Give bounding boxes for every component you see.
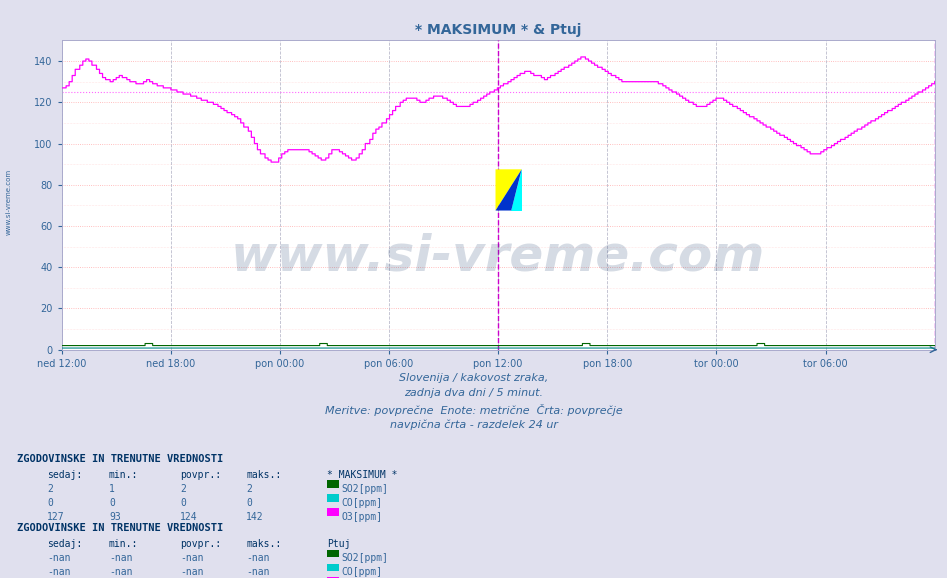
Text: -nan: -nan xyxy=(246,567,270,577)
Text: -nan: -nan xyxy=(180,567,204,577)
Text: -nan: -nan xyxy=(47,553,71,563)
Text: CO[ppm]: CO[ppm] xyxy=(342,567,383,577)
Text: min.:: min.: xyxy=(109,470,138,480)
Text: Ptuj: Ptuj xyxy=(327,539,350,549)
Text: * MAKSIMUM *: * MAKSIMUM * xyxy=(327,470,397,480)
Text: CO[ppm]: CO[ppm] xyxy=(342,498,383,507)
Text: 93: 93 xyxy=(109,512,120,521)
Text: -nan: -nan xyxy=(47,567,71,577)
Text: www.si-vreme.com: www.si-vreme.com xyxy=(6,169,11,235)
Text: ZGODOVINSKE IN TRENUTNE VREDNOSTI: ZGODOVINSKE IN TRENUTNE VREDNOSTI xyxy=(17,523,223,533)
Text: ZGODOVINSKE IN TRENUTNE VREDNOSTI: ZGODOVINSKE IN TRENUTNE VREDNOSTI xyxy=(17,454,223,464)
Text: 124: 124 xyxy=(180,512,198,521)
Text: maks.:: maks.: xyxy=(246,470,281,480)
Text: 142: 142 xyxy=(246,512,264,521)
Text: 2: 2 xyxy=(246,484,252,494)
Text: povpr.:: povpr.: xyxy=(180,539,221,549)
Polygon shape xyxy=(495,169,522,210)
Text: SO2[ppm]: SO2[ppm] xyxy=(342,484,389,494)
Text: 0: 0 xyxy=(109,498,115,507)
Text: zadnja dva dni / 5 minut.: zadnja dva dni / 5 minut. xyxy=(404,388,543,398)
Text: Meritve: povprečne  Enote: metrične  Črta: povprečje: Meritve: povprečne Enote: metrične Črta:… xyxy=(325,404,622,416)
Text: 1: 1 xyxy=(109,484,115,494)
Polygon shape xyxy=(511,169,522,210)
Text: min.:: min.: xyxy=(109,539,138,549)
Text: 0: 0 xyxy=(246,498,252,507)
Text: 127: 127 xyxy=(47,512,65,521)
Text: O3[ppm]: O3[ppm] xyxy=(342,512,383,521)
Title: * MAKSIMUM * & Ptuj: * MAKSIMUM * & Ptuj xyxy=(415,23,581,36)
Text: 2: 2 xyxy=(47,484,53,494)
Text: sedaj:: sedaj: xyxy=(47,539,82,549)
Text: -nan: -nan xyxy=(180,553,204,563)
Text: -nan: -nan xyxy=(109,567,133,577)
Text: 2: 2 xyxy=(180,484,186,494)
Text: navpična črta - razdelek 24 ur: navpična črta - razdelek 24 ur xyxy=(389,420,558,430)
Polygon shape xyxy=(495,169,522,210)
Text: www.si-vreme.com: www.si-vreme.com xyxy=(231,233,765,281)
Text: Slovenija / kakovost zraka,: Slovenija / kakovost zraka, xyxy=(399,373,548,383)
Text: -nan: -nan xyxy=(109,553,133,563)
Text: sedaj:: sedaj: xyxy=(47,470,82,480)
Text: 0: 0 xyxy=(180,498,186,507)
Text: maks.:: maks.: xyxy=(246,539,281,549)
Text: povpr.:: povpr.: xyxy=(180,470,221,480)
Text: SO2[ppm]: SO2[ppm] xyxy=(342,553,389,563)
Text: 0: 0 xyxy=(47,498,53,507)
Text: -nan: -nan xyxy=(246,553,270,563)
